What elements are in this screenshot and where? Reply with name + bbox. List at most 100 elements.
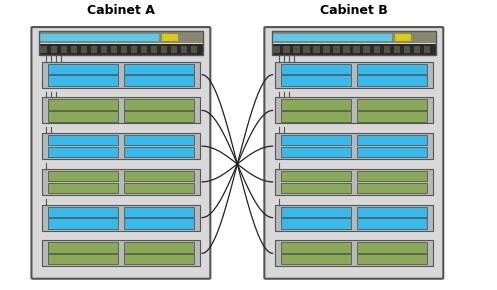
Bar — [124, 99, 194, 110]
Bar — [333, 46, 340, 53]
Bar — [42, 169, 200, 195]
Bar — [48, 75, 118, 86]
FancyBboxPatch shape — [31, 27, 210, 279]
Bar — [281, 218, 351, 229]
Bar — [275, 97, 433, 123]
Bar — [275, 133, 433, 159]
Bar — [281, 206, 351, 217]
Bar — [40, 34, 159, 41]
Bar — [124, 75, 194, 86]
Bar — [272, 31, 436, 55]
Bar — [281, 99, 351, 110]
Bar — [363, 46, 370, 53]
Bar — [124, 242, 194, 253]
Bar — [281, 75, 351, 86]
Bar — [357, 218, 426, 229]
Bar — [281, 135, 351, 145]
Bar — [281, 147, 351, 157]
Bar — [357, 75, 426, 86]
Bar — [42, 133, 200, 159]
Bar — [384, 46, 390, 53]
Bar — [275, 62, 433, 88]
Bar — [273, 34, 392, 41]
Bar — [48, 183, 118, 193]
Bar — [42, 240, 200, 266]
Bar — [304, 46, 310, 53]
Bar — [48, 135, 118, 145]
Bar — [275, 240, 433, 266]
Bar — [272, 31, 436, 43]
Bar — [357, 64, 426, 74]
Bar — [90, 46, 97, 53]
Bar — [48, 218, 118, 229]
Bar — [191, 46, 197, 53]
Bar — [40, 46, 47, 53]
Bar — [39, 44, 203, 55]
FancyBboxPatch shape — [264, 27, 443, 279]
Bar — [161, 46, 167, 53]
Bar — [131, 46, 137, 53]
Bar — [42, 97, 200, 123]
Bar — [357, 135, 426, 145]
Bar — [293, 46, 300, 53]
Bar — [170, 46, 177, 53]
Bar — [48, 64, 118, 74]
Bar — [281, 254, 351, 264]
Bar — [281, 183, 351, 193]
Bar — [324, 46, 330, 53]
Bar — [275, 169, 433, 195]
Bar — [81, 46, 87, 53]
Bar — [357, 254, 426, 264]
Bar — [100, 46, 107, 53]
Bar — [414, 46, 420, 53]
Bar — [343, 46, 350, 53]
Bar — [51, 46, 57, 53]
Bar — [357, 147, 426, 157]
Bar — [39, 31, 203, 43]
Bar — [124, 183, 194, 193]
Bar — [281, 64, 351, 74]
Bar — [273, 46, 280, 53]
Bar — [180, 46, 187, 53]
Bar — [124, 111, 194, 122]
Bar — [357, 99, 426, 110]
Bar — [275, 205, 433, 231]
Text: Cabinet A: Cabinet A — [87, 3, 155, 17]
Bar — [124, 218, 194, 229]
Bar — [124, 206, 194, 217]
Bar — [357, 111, 426, 122]
Bar — [151, 46, 157, 53]
Bar — [124, 147, 194, 157]
Bar — [423, 46, 430, 53]
Bar — [357, 242, 426, 253]
Bar — [48, 206, 118, 217]
Bar — [281, 111, 351, 122]
Bar — [314, 46, 320, 53]
Bar — [357, 206, 426, 217]
Bar — [48, 99, 118, 110]
Bar — [39, 31, 203, 55]
Bar — [110, 46, 117, 53]
Bar — [353, 46, 360, 53]
Bar — [141, 46, 147, 53]
Bar — [124, 171, 194, 181]
Bar — [272, 44, 436, 55]
Bar — [404, 46, 410, 53]
Bar — [48, 242, 118, 253]
Bar — [281, 171, 351, 181]
Bar — [124, 135, 194, 145]
Bar — [394, 46, 400, 53]
Bar — [48, 147, 118, 157]
Bar — [42, 205, 200, 231]
Bar — [48, 111, 118, 122]
Bar — [121, 46, 127, 53]
Bar — [42, 62, 200, 88]
Bar — [281, 242, 351, 253]
Bar — [357, 183, 426, 193]
Bar — [283, 46, 290, 53]
Bar — [48, 254, 118, 264]
Bar — [162, 34, 178, 41]
Bar — [71, 46, 77, 53]
Bar — [124, 254, 194, 264]
Bar — [61, 46, 67, 53]
